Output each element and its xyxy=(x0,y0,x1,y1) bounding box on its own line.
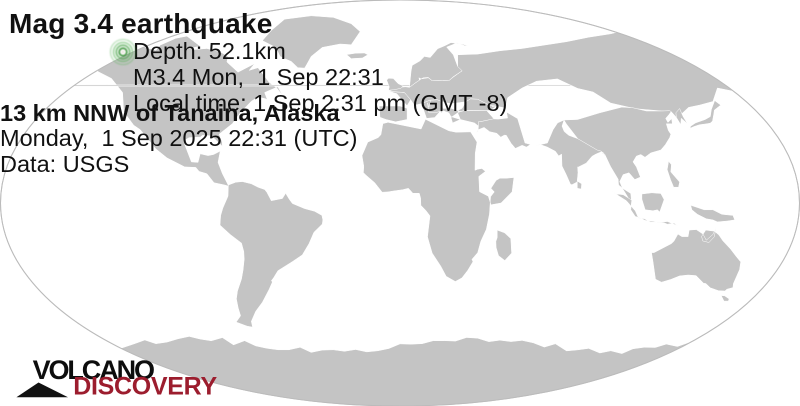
svg-text:DISCOVERY: DISCOVERY xyxy=(73,373,217,401)
